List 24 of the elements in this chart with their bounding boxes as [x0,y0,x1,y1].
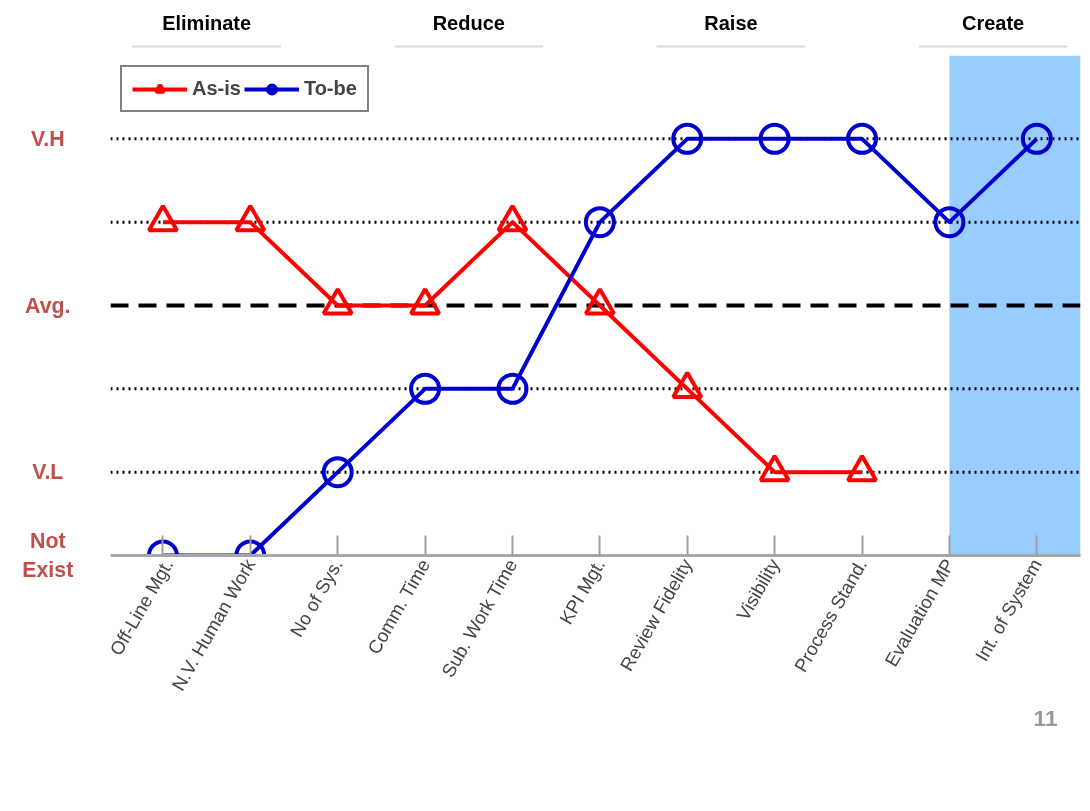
ref-line-label: Avg. [25,293,71,318]
point [583,287,616,316]
point [671,370,704,399]
x-tick-label: KPI Mgt. [555,555,609,628]
ref-line-label: V.H [30,126,65,151]
text: Eliminate [162,12,252,34]
legend-label: To-be [303,77,357,100]
point [846,122,879,155]
point [409,287,442,316]
text: 11 [1033,705,1058,731]
point [1020,122,1053,155]
point [496,204,529,233]
text: Not Exist [22,529,74,582]
point [758,122,791,155]
ref-line-label: V.L [32,460,64,485]
point [234,204,267,233]
point [146,204,179,233]
text: Raise [704,12,758,34]
point [321,287,354,316]
point [671,122,704,155]
text: Reduce [432,12,505,34]
text: Create [961,12,1025,34]
x-tick-label: No of Sys. [285,555,347,641]
legend-label: As-is [192,77,241,100]
